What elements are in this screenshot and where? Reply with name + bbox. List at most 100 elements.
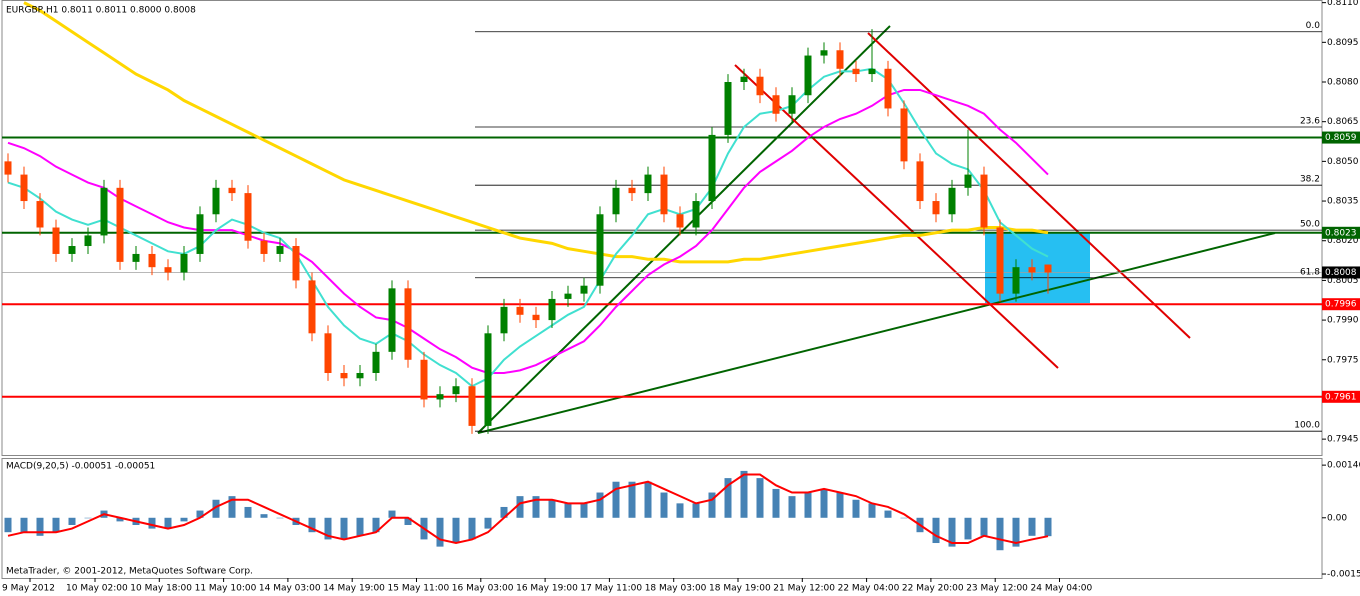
- x-tick-label: 21 May 12:00: [773, 584, 835, 594]
- macd-bar: [980, 517, 988, 536]
- macd-bar: [20, 517, 28, 533]
- candle-body: [436, 394, 444, 400]
- candle-body: [852, 68, 860, 75]
- fib-label: 0.0: [1306, 21, 1321, 31]
- macd-bar: [180, 517, 188, 522]
- candle-body: [356, 372, 364, 379]
- x-tick-label: 9 May 2012: [2, 584, 55, 594]
- candle-body: [708, 134, 716, 202]
- y-tick-label: 0.8050: [1327, 157, 1359, 167]
- macd-bar: [468, 517, 476, 540]
- y-tick-label: 0.7975: [1327, 355, 1359, 365]
- level-label-box: [1322, 131, 1360, 144]
- candle-body: [340, 372, 348, 379]
- level-label: 0.7961: [1325, 392, 1357, 402]
- x-tick-label: 17 May 11:00: [580, 584, 642, 594]
- candle-body: [36, 201, 44, 228]
- level-label: 0.8059: [1325, 133, 1357, 143]
- x-tick-label: 15 May 11:00: [388, 584, 450, 594]
- macd-bar: [84, 517, 92, 519]
- candle-body: [420, 359, 428, 400]
- macd-signal: [7, 473, 1049, 545]
- macd-bar: [788, 496, 796, 518]
- candle-body: [500, 306, 508, 334]
- macd-bar: [548, 499, 556, 518]
- candle-body: [548, 298, 556, 321]
- candle-body: [580, 285, 588, 294]
- macd-bar: [324, 517, 332, 540]
- macd-bar: [612, 481, 620, 518]
- fib-label: 38.2: [1300, 175, 1320, 185]
- macd-bar: [628, 481, 636, 518]
- macd-bar: [1012, 517, 1020, 547]
- macd-panel: [4, 470, 1052, 551]
- candle-body: [772, 95, 780, 114]
- candle-body: [612, 187, 620, 215]
- candle-body: [452, 386, 460, 395]
- candle-body: [836, 50, 844, 69]
- candle-body: [4, 161, 12, 175]
- candle-body: [644, 174, 652, 194]
- candle-body: [884, 68, 892, 109]
- candle-body: [468, 386, 476, 426]
- candle-body: [20, 174, 28, 202]
- level-label-box: [1322, 298, 1360, 311]
- macd-bar: [372, 517, 380, 533]
- macd-bar: [596, 492, 604, 518]
- y-tick-label: 0.8035: [1327, 197, 1359, 207]
- macd-bar: [756, 478, 764, 518]
- y-tick-label: 0.8020: [1327, 236, 1359, 246]
- macd-bar: [452, 517, 460, 544]
- candle-body: [84, 235, 92, 247]
- chart-title: EURGBP,H1 0.8011 0.8011 0.8000 0.8008: [6, 6, 196, 16]
- macd-bar: [500, 506, 508, 518]
- macd-bar: [4, 517, 12, 533]
- macd-y-tick-label: 0.00: [1327, 513, 1347, 523]
- macd-bar: [436, 517, 444, 547]
- main-panel: [2, 1, 1322, 434]
- candle-body: [388, 288, 396, 352]
- macd-title: MACD(9,20,5) -0.00051 -0.00051: [6, 462, 155, 472]
- macd-bar: [964, 517, 972, 540]
- macd-bar: [820, 488, 828, 518]
- macd-bar: [484, 517, 492, 529]
- candle-body: [244, 193, 252, 241]
- x-tick-label: 22 May 20:00: [902, 584, 964, 594]
- candle-body: [628, 187, 636, 194]
- current-price-box: [1322, 266, 1360, 279]
- candle-body: [916, 161, 924, 202]
- candle-body: [276, 246, 284, 254]
- x-tick-label: 18 May 19:00: [709, 584, 771, 594]
- macd-bar: [836, 492, 844, 518]
- macd-bar: [724, 478, 732, 518]
- candle-body: [948, 187, 956, 215]
- candle-body: [532, 314, 540, 321]
- macd-bar: [36, 517, 44, 536]
- macd-bar: [52, 517, 60, 533]
- candle-body: [484, 333, 492, 426]
- candle-body: [100, 187, 108, 236]
- candle-body: [724, 82, 732, 135]
- candle-body: [900, 108, 908, 162]
- candle-body: [660, 174, 668, 215]
- candle-body: [52, 227, 60, 254]
- candle-body: [964, 174, 972, 188]
- macd-bar: [884, 510, 892, 518]
- macd-y-tick-label: -0.00156: [1327, 570, 1360, 580]
- macd-bar: [532, 496, 540, 518]
- candle-body: [996, 227, 1004, 294]
- macd-frame: [1, 458, 1323, 579]
- macd-bar: [164, 517, 172, 529]
- x-tick-label: 24 May 04:00: [1031, 584, 1093, 594]
- macd-bar: [804, 492, 812, 518]
- macd-bar: [516, 496, 524, 518]
- candle-body: [596, 214, 604, 286]
- channel-line: [734, 64, 1059, 369]
- x-tick-label: 11 May 10:00: [195, 584, 257, 594]
- current-price-label: 0.8008: [1325, 268, 1357, 278]
- moving-average: [23, 1, 1049, 264]
- candle-body: [212, 187, 220, 215]
- candle-body: [756, 76, 764, 96]
- candle-body: [868, 68, 876, 75]
- x-tick-label: 14 May 19:00: [323, 584, 385, 594]
